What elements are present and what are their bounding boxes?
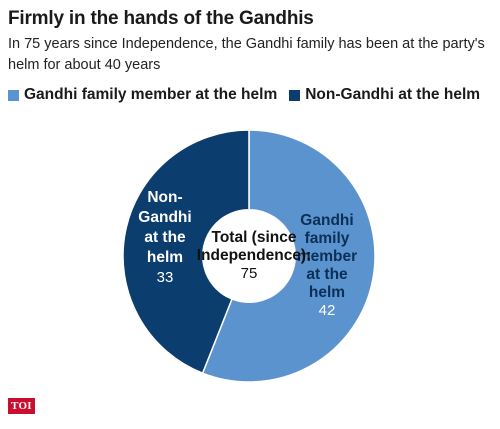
legend-label-non-gandhi: Non-Gandhi at the helm: [305, 86, 481, 103]
legend-item-non-gandhi: Non-Gandhi at the helm: [289, 86, 480, 104]
center-value: 75: [241, 265, 258, 282]
legend: Gandhi family member at the helm Non-Gan…: [8, 86, 492, 104]
legend-item-gandhi: Gandhi family member at the helm: [8, 86, 277, 104]
chart-title: Firmly in the hands of the Gandhis: [8, 8, 314, 29]
slice-value-non-gandhi: 33: [157, 269, 174, 286]
center-label: Independence):: [197, 247, 312, 264]
legend-swatch-gandhi: [8, 89, 19, 101]
slice-label-gandhi: Gandhi: [300, 212, 353, 229]
slice-label-non-gandhi: Gandhi: [138, 209, 191, 226]
slice-label-gandhi: family: [305, 230, 350, 247]
slice-label-non-gandhi: at the: [144, 229, 186, 246]
donut-hole: [202, 209, 296, 303]
legend-label-gandhi: Gandhi family member at the helm: [24, 86, 278, 103]
chart-subtitle: In 75 years since Independence, the Gand…: [8, 36, 485, 73]
center-label: Total (since: [212, 229, 297, 246]
slice-value-gandhi: 42: [319, 302, 336, 319]
slice-label-gandhi: helm: [309, 284, 345, 301]
slice-label-non-gandhi: helm: [147, 249, 183, 266]
slice-label-non-gandhi: Non-: [147, 189, 182, 206]
slice-label-gandhi: member: [297, 248, 357, 265]
slice-non-gandhi: [122, 129, 250, 375]
slice-label-gandhi: at the: [306, 266, 348, 283]
legend-swatch-non-gandhi: [289, 89, 301, 101]
toi-logo: TOI: [8, 398, 35, 414]
